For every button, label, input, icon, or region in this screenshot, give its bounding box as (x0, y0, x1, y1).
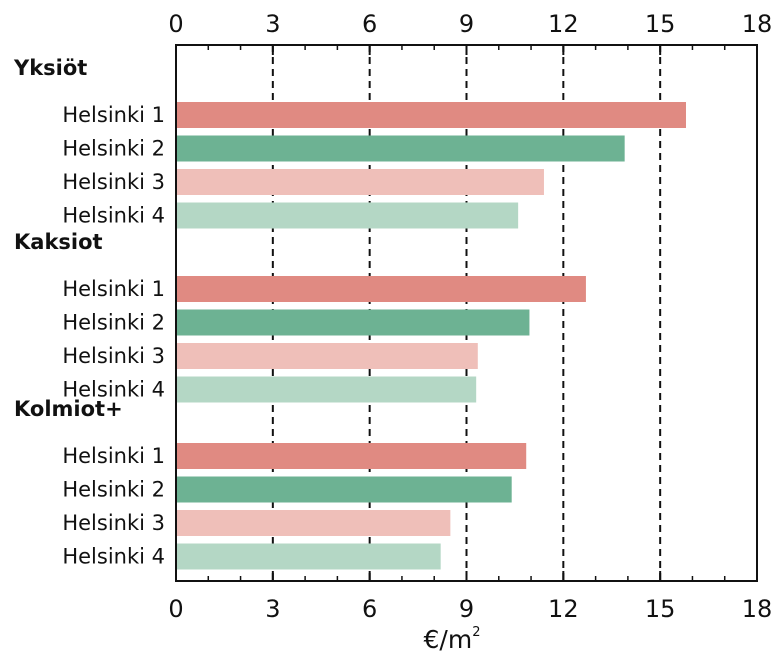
bar (177, 135, 625, 162)
x-tick-label-bottom: 3 (265, 595, 280, 623)
x-tick-label-top: 15 (645, 10, 676, 38)
x-tick-label-top: 18 (742, 10, 773, 38)
category-label: Helsinki 2 (62, 478, 165, 502)
x-tick-label-bottom: 0 (168, 595, 183, 623)
category-label: Helsinki 4 (62, 545, 165, 569)
category-label: Helsinki 2 (62, 311, 165, 335)
group-label: Kolmiot+ (14, 397, 123, 421)
x-tick-label-bottom: 6 (362, 595, 377, 623)
bar (177, 343, 478, 369)
x-tick-label-bottom: 12 (548, 595, 579, 623)
x-tick-label-top: 0 (168, 10, 183, 38)
category-label: Helsinki 1 (62, 444, 165, 468)
x-tick-label-bottom: 18 (742, 595, 773, 623)
bar (177, 202, 519, 229)
x-tick-label-top: 6 (362, 10, 377, 38)
bar (177, 169, 544, 195)
x-axis-title: €/m2 (424, 625, 481, 654)
bar (177, 276, 586, 302)
bar (177, 309, 530, 336)
category-label: Helsinki 2 (62, 137, 165, 161)
category-label: Helsinki 1 (62, 103, 165, 127)
category-label: Helsinki 4 (62, 378, 165, 402)
bars (177, 102, 686, 570)
category-label: Helsinki 3 (62, 170, 165, 194)
category-label: Helsinki 3 (62, 511, 165, 535)
x-tick-label-top: 9 (459, 10, 474, 38)
axis-ticks: 0 0 3 3 6 6 9 9 12 12 15 15 18 18 (168, 10, 772, 623)
bar (177, 376, 477, 403)
group-label: Yksiöt (13, 56, 87, 80)
category-label: Helsinki 1 (62, 277, 165, 301)
x-tick-label-bottom: 9 (459, 595, 474, 623)
bar (177, 443, 527, 469)
x-tick-label-bottom: 15 (645, 595, 676, 623)
x-axis-title-superscript: 2 (472, 625, 480, 640)
category-label: Helsinki 3 (62, 344, 165, 368)
bar (177, 476, 512, 503)
bar (177, 510, 451, 536)
x-tick-label-top: 12 (548, 10, 579, 38)
category-label: Helsinki 4 (62, 204, 165, 228)
category-labels: Yksiöt Helsinki 1 Helsinki 2 Helsinki 3 Hels… (13, 56, 165, 569)
bar (177, 102, 686, 128)
group-label: Kaksiot (14, 230, 103, 254)
bar (177, 543, 441, 570)
x-tick-label-top: 3 (265, 10, 280, 38)
